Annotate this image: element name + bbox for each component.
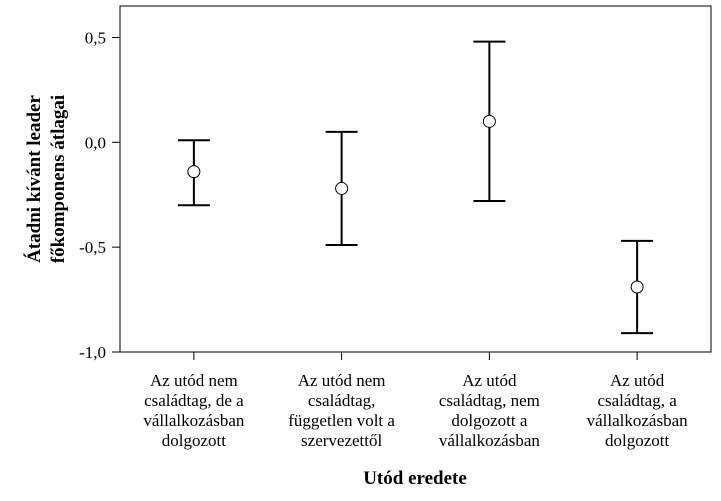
x-axis-title: Utód eredete bbox=[363, 468, 467, 489]
y-axis-title: Átadni kívánt leader főkomponens átlagai bbox=[23, 95, 69, 264]
y-tick-label: 0,5 bbox=[85, 28, 106, 47]
x-tick-label: Az utód nem családtag, de a vállalkozásban… bbox=[143, 371, 245, 450]
mean-marker bbox=[187, 165, 201, 179]
y-tick-label: 0,0 bbox=[85, 133, 106, 152]
y-axis-title-line: Átadni kívánt leader bbox=[23, 95, 45, 263]
error-bar bbox=[325, 130, 358, 247]
x-tick-label: Az utód családtag, nem dolgozott a vállalko… bbox=[439, 371, 541, 450]
y-tick-label: -0,5 bbox=[79, 238, 106, 257]
error-bar bbox=[621, 239, 654, 335]
mean-marker bbox=[630, 280, 644, 294]
error-bar bbox=[177, 139, 210, 207]
x-tick-label: Az utód nem családtag, független volt a sze… bbox=[288, 371, 395, 450]
x-tick-label: Az utód családtag, a vállalkozásban dolgozo… bbox=[587, 371, 689, 450]
plot-area-frame bbox=[119, 5, 712, 353]
x-axis: Az utód nem családtag, de a vállalkozásban… bbox=[143, 352, 688, 450]
error-bar bbox=[473, 40, 506, 203]
mean-marker bbox=[335, 181, 349, 195]
error-bars bbox=[177, 40, 654, 335]
y-tick-label: -1,0 bbox=[79, 343, 106, 362]
y-axis-title-line: főkomponens átlagai bbox=[48, 95, 69, 263]
mean-marker bbox=[482, 114, 496, 128]
y-axis: -1,0 -0,5 0,0 0,5 bbox=[79, 28, 120, 362]
